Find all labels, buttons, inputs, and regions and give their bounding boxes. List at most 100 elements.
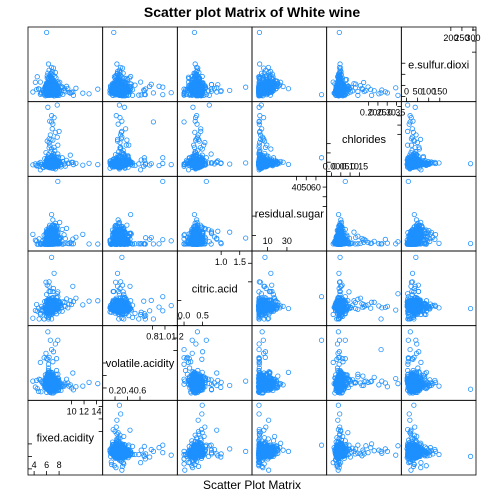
point-0-3-364 bbox=[256, 411, 262, 417]
point-1-2-377 bbox=[181, 346, 187, 353]
point-0-2-445 bbox=[191, 451, 197, 458]
point-0-5-364 bbox=[406, 411, 412, 417]
point-0-1-383 bbox=[143, 451, 149, 457]
point-0-1-370 bbox=[109, 461, 115, 468]
point-0-2-395 bbox=[208, 442, 214, 448]
point-1-2-355 bbox=[214, 370, 220, 376]
point-0-1-330 bbox=[132, 451, 138, 458]
point-1-5-430 bbox=[436, 383, 442, 389]
point-1-4-382 bbox=[342, 356, 348, 362]
point-1-2-10 bbox=[199, 356, 205, 362]
point-0-4-354 bbox=[335, 402, 341, 408]
point-0-2-354 bbox=[199, 402, 205, 408]
point-0-1-384 bbox=[136, 451, 142, 458]
point-0-1-339 bbox=[107, 446, 113, 453]
point-1-5-377 bbox=[407, 346, 413, 353]
point-2-1-10 bbox=[141, 298, 147, 304]
point-1-3-378 bbox=[260, 337, 266, 343]
point-0-5-358 bbox=[407, 417, 413, 423]
point-0-5-360 bbox=[412, 424, 418, 430]
point-0-1-376 bbox=[156, 445, 162, 451]
point-0-1-378 bbox=[160, 450, 166, 456]
point-0-4-415 bbox=[365, 450, 371, 456]
point-0-2-365 bbox=[194, 435, 200, 441]
panel-0-3 bbox=[251, 399, 328, 476]
point-2-0-366 bbox=[30, 315, 36, 321]
point-0-2-85 bbox=[189, 438, 195, 444]
point-0-2-275 bbox=[208, 447, 215, 453]
point-0-2-371 bbox=[181, 461, 187, 467]
point-0-1-372 bbox=[138, 460, 144, 466]
point-1-4-377 bbox=[378, 346, 384, 353]
point-0-1-362 bbox=[110, 426, 116, 433]
point-1-3-401 bbox=[275, 373, 281, 379]
point-0-2-396 bbox=[203, 442, 209, 448]
point-1-3-396 bbox=[318, 337, 325, 343]
point-0-5-369 bbox=[423, 463, 429, 469]
point-0-1-368 bbox=[119, 463, 126, 469]
point-2-0-387 bbox=[48, 254, 55, 260]
point-1-5-396 bbox=[405, 337, 411, 343]
point-0-1-375 bbox=[168, 452, 174, 458]
point-2-1-35 bbox=[116, 316, 122, 322]
point-2-0-358 bbox=[80, 302, 86, 308]
point-0-1-385 bbox=[142, 456, 148, 462]
point-0-2-392 bbox=[211, 446, 218, 453]
point-1-3-383 bbox=[262, 354, 268, 360]
point-0-1-446 bbox=[114, 448, 121, 454]
point-0-2-363 bbox=[192, 432, 198, 438]
point-0-1-381 bbox=[141, 453, 147, 459]
point-0-2-360 bbox=[202, 424, 208, 430]
point-0-4-408 bbox=[393, 452, 399, 458]
point-0-2-393 bbox=[208, 450, 215, 456]
chart-title: Scatter plot Matrix of White wine bbox=[143, 4, 361, 20]
point-1-4-412 bbox=[376, 382, 382, 388]
point-0-3-354 bbox=[256, 402, 262, 408]
point-1-0-355 bbox=[70, 370, 76, 376]
point-0-2-420 bbox=[199, 448, 205, 454]
point-2-0-385 bbox=[41, 316, 47, 322]
point-2-0-354 bbox=[95, 298, 101, 304]
point-1-4-310 bbox=[360, 373, 366, 379]
point-1-2-380 bbox=[189, 350, 195, 356]
point-1-2-384 bbox=[181, 361, 187, 367]
point-1-4-131 bbox=[395, 380, 401, 387]
point-2-0-364 bbox=[86, 298, 92, 304]
point-1-0-375 bbox=[45, 329, 51, 335]
point-1-0-372 bbox=[37, 359, 43, 365]
point-0-2-358 bbox=[195, 417, 201, 423]
point-1-3-376 bbox=[256, 341, 262, 347]
point-2-0-355 bbox=[70, 283, 76, 289]
point-1-4-386 bbox=[340, 359, 346, 365]
point-0-1-386 bbox=[138, 447, 144, 453]
point-0-3-399 bbox=[278, 440, 284, 446]
point-0-2-387 bbox=[243, 448, 249, 454]
point-1-0-386 bbox=[50, 359, 56, 365]
point-0-1-418 bbox=[126, 442, 132, 448]
point-1-4-408 bbox=[393, 376, 399, 382]
point-0-4-357 bbox=[345, 430, 351, 436]
point-0-5-367 bbox=[418, 465, 424, 471]
point-0-5-354 bbox=[411, 402, 417, 408]
point-1-3-375 bbox=[259, 329, 265, 335]
point-1-0-364 bbox=[86, 379, 92, 385]
point-0-2-366 bbox=[182, 467, 188, 473]
point-0-1-354 bbox=[116, 402, 123, 408]
point-0-4-364 bbox=[337, 411, 343, 417]
point-1-2-330 bbox=[187, 365, 193, 371]
point-0-1-365 bbox=[116, 435, 122, 441]
point-1-4-396 bbox=[342, 337, 348, 343]
point-2-0-347 bbox=[44, 291, 50, 298]
point-1-2-376 bbox=[193, 341, 199, 347]
point-0-2-347 bbox=[205, 453, 212, 459]
point-0-2-446 bbox=[197, 448, 203, 454]
point-2-0-396 bbox=[55, 294, 61, 300]
point-0-3-396 bbox=[318, 442, 325, 448]
point-1-4-375 bbox=[335, 329, 341, 335]
point-0-2-383 bbox=[184, 451, 190, 457]
point-1-0-382 bbox=[53, 356, 60, 362]
point-0-2-377 bbox=[181, 448, 187, 454]
point-0-1-382 bbox=[141, 443, 147, 450]
point-1-2-35 bbox=[181, 381, 187, 387]
